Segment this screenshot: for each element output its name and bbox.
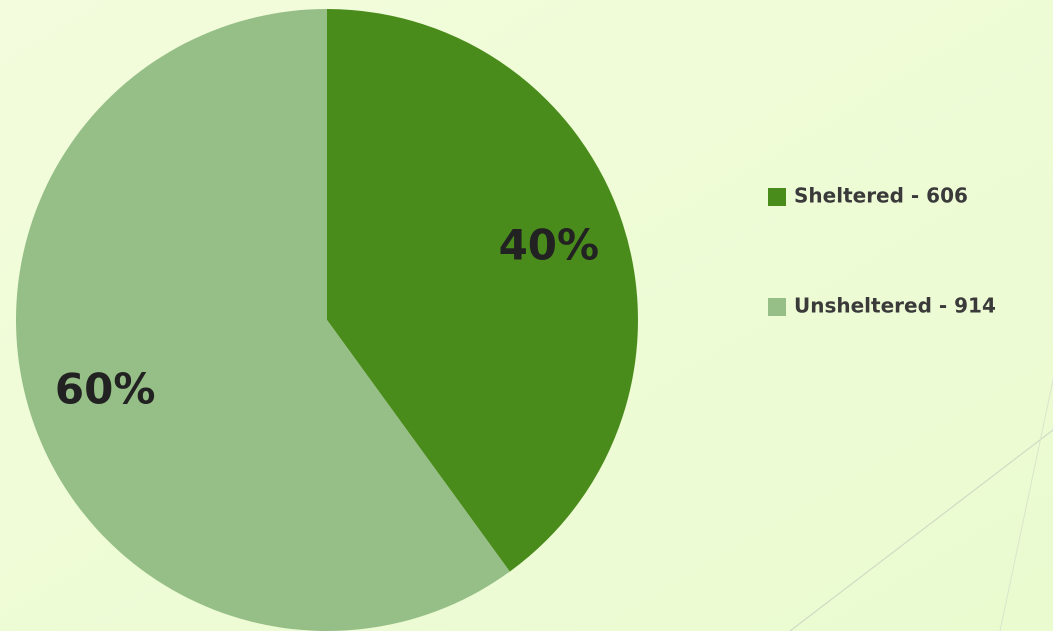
legend-swatch — [768, 188, 786, 206]
legend: Sheltered - 606 Unsheltered - 914 — [768, 184, 996, 318]
decoration-line — [999, 379, 1053, 631]
pie-slice — [327, 9, 638, 572]
legend-label: Sheltered - 606 — [794, 184, 968, 208]
pie: 40% 60% — [16, 9, 638, 631]
legend-label: Unsheltered - 914 — [794, 294, 996, 318]
decoration-line — [789, 429, 1053, 631]
data-label: 60% — [55, 365, 156, 414]
pie-slice — [16, 9, 510, 631]
data-label: 40% — [499, 220, 600, 269]
legend-swatch — [768, 298, 786, 316]
